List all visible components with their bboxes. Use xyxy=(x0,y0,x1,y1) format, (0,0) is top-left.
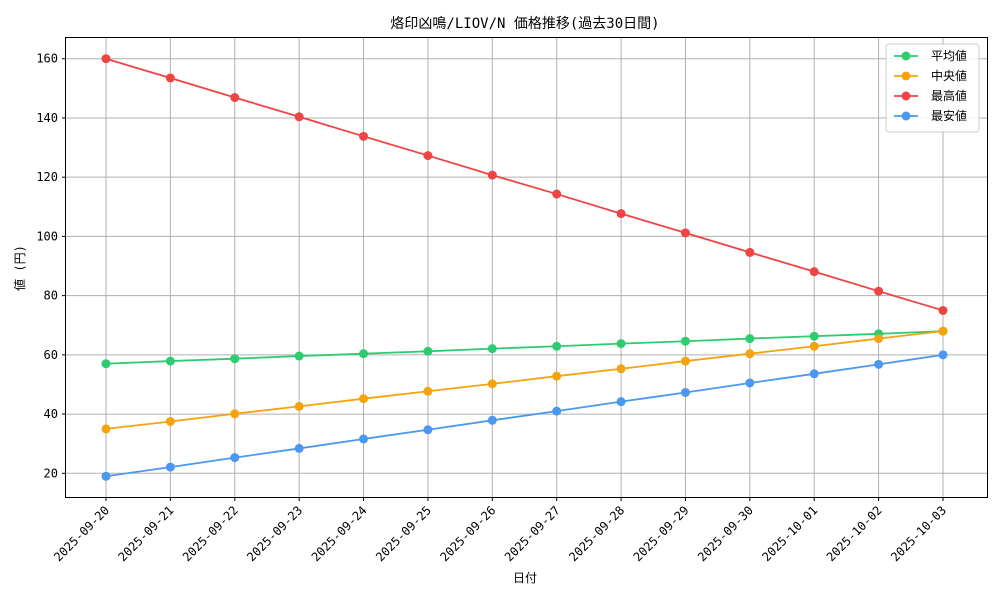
data-point xyxy=(552,406,562,416)
legend-swatch-marker xyxy=(901,111,911,121)
data-point xyxy=(230,409,240,419)
data-point xyxy=(423,346,433,356)
data-point xyxy=(165,416,175,426)
data-point xyxy=(165,462,175,472)
data-point xyxy=(680,387,690,397)
data-point xyxy=(745,247,755,257)
data-point xyxy=(745,349,755,359)
series-line xyxy=(105,330,944,430)
y-tick-label: 100 xyxy=(36,229,58,243)
data-point xyxy=(938,326,948,336)
legend-swatch-marker xyxy=(901,71,911,81)
data-point xyxy=(680,356,690,366)
data-point xyxy=(165,356,175,366)
data-point xyxy=(101,359,111,369)
data-point xyxy=(230,93,240,103)
legend-label: 最安値 xyxy=(931,108,967,123)
data-point xyxy=(230,453,240,463)
series xyxy=(101,54,948,481)
plot-frame xyxy=(65,37,988,498)
legend-box xyxy=(885,43,980,133)
data-point xyxy=(552,189,562,199)
data-point xyxy=(874,286,884,296)
data-point xyxy=(294,112,304,122)
data-point xyxy=(294,401,304,411)
legend-swatch-marker xyxy=(901,91,911,101)
data-point xyxy=(680,336,690,346)
legend-label: 中央値 xyxy=(931,68,967,83)
data-point xyxy=(809,267,819,277)
y-tick-label: 120 xyxy=(36,170,58,184)
data-point xyxy=(616,209,626,219)
data-point xyxy=(552,341,562,351)
data-point xyxy=(809,331,819,341)
y-tick-label: 60 xyxy=(44,348,58,362)
data-point xyxy=(101,471,111,481)
data-point xyxy=(616,397,626,407)
data-point xyxy=(616,339,626,349)
data-point xyxy=(487,415,497,425)
grid xyxy=(66,38,987,497)
data-point xyxy=(230,354,240,364)
data-point xyxy=(487,344,497,354)
legend-swatch-marker xyxy=(901,51,911,61)
data-point xyxy=(487,379,497,389)
data-point xyxy=(874,334,884,344)
x-axis-label: 日付 xyxy=(513,571,537,585)
data-point xyxy=(101,424,111,434)
data-point xyxy=(616,364,626,374)
y-tick-label: 20 xyxy=(44,466,58,480)
data-point xyxy=(487,170,497,180)
series-line xyxy=(105,353,944,478)
data-point xyxy=(809,341,819,351)
data-point xyxy=(809,369,819,379)
data-point xyxy=(938,305,948,315)
legend-label: 平均値 xyxy=(931,48,967,63)
data-point xyxy=(359,349,369,359)
data-point xyxy=(745,334,755,344)
data-point xyxy=(552,371,562,381)
series-line xyxy=(105,57,944,312)
data-point xyxy=(423,425,433,435)
data-point xyxy=(359,131,369,141)
y-axis-label: 値 (円) xyxy=(12,245,27,291)
data-point xyxy=(874,359,884,369)
data-point xyxy=(165,73,175,83)
y-tick-label: 140 xyxy=(36,111,58,125)
data-point xyxy=(938,350,948,360)
data-point xyxy=(423,151,433,161)
chart-title: 烙印凶鳴/LIOV/N 価格推移(過去30日間) xyxy=(390,16,659,32)
y-tick-label: 40 xyxy=(44,407,58,421)
y-tick-label: 160 xyxy=(36,52,58,66)
series-line xyxy=(105,330,944,365)
data-point xyxy=(423,386,433,396)
data-point xyxy=(745,378,755,388)
data-point xyxy=(294,351,304,361)
y-tick-label: 80 xyxy=(44,289,58,303)
data-point xyxy=(680,228,690,238)
data-point xyxy=(359,394,369,404)
data-point xyxy=(101,54,111,64)
data-point xyxy=(359,434,369,444)
data-point xyxy=(294,443,304,453)
legend-label: 最高値 xyxy=(931,88,967,103)
